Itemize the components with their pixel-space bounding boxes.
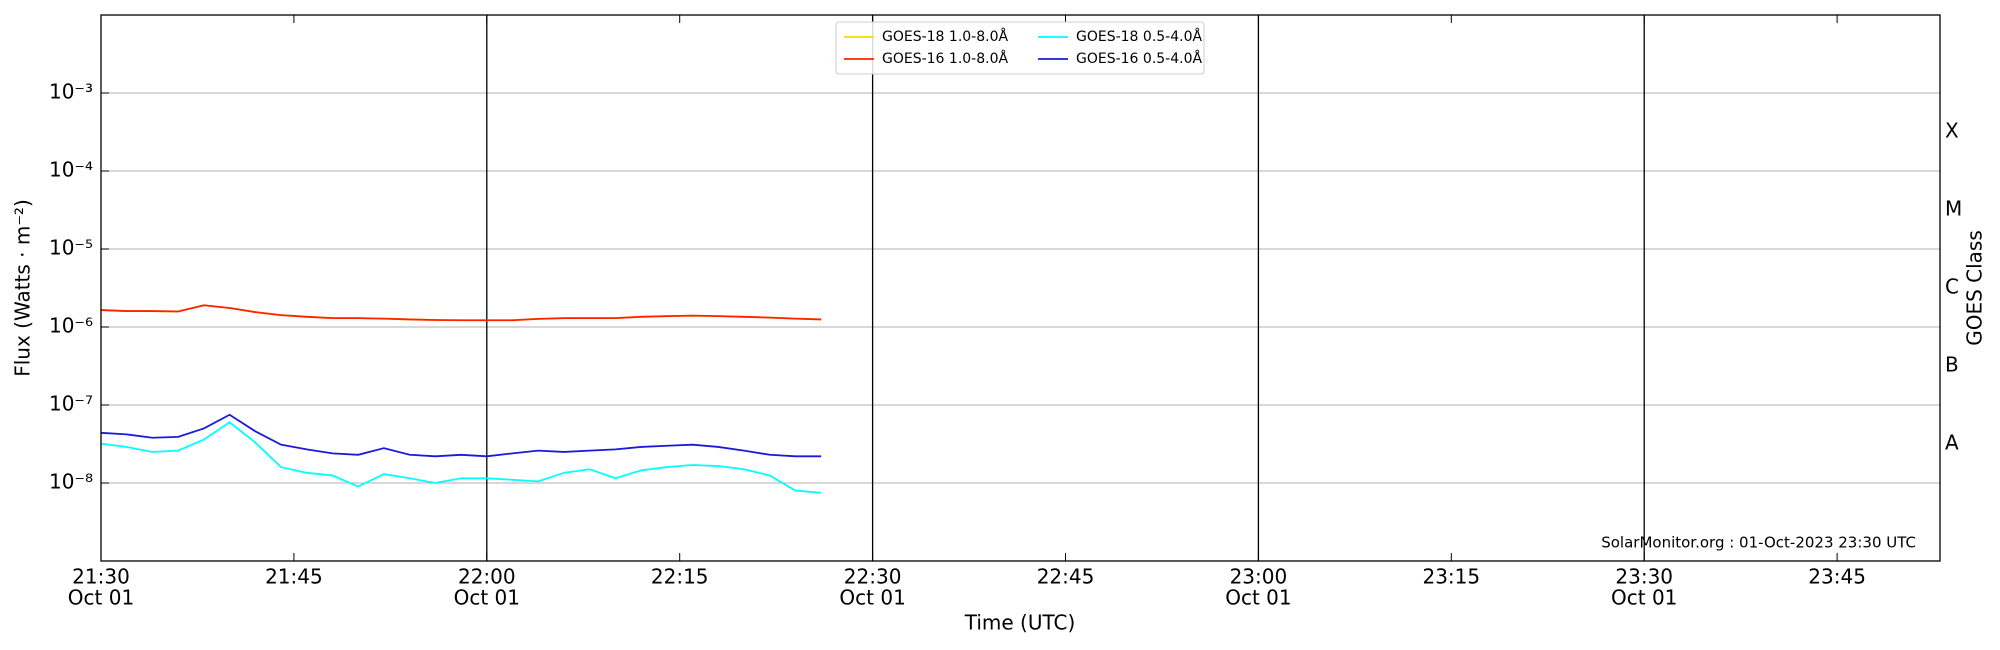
legend-label: GOES-18 0.5-4.0Å [1076,28,1202,45]
x-tick-label: Oct 01 [1611,586,1677,610]
x-tick-label: 21:45 [265,565,323,589]
y2-tick-label: M [1945,197,1962,221]
x-axis-label: Time (UTC) [964,611,1076,635]
x-tick-label: Oct 01 [454,586,520,610]
y2-tick-label: B [1945,353,1959,377]
y2-tick-label: C [1945,275,1959,299]
y2-tick-label: X [1945,119,1959,143]
x-tick-label: 22:00 [458,565,516,589]
legend-label: GOES-16 1.0-8.0Å [882,50,1008,67]
x-tick-label: 23:00 [1230,565,1288,589]
x-tick-label: 23:15 [1422,565,1480,589]
legend-label: GOES-16 0.5-4.0Å [1076,50,1202,67]
legend-box [835,21,1205,75]
x-tick-label: 23:45 [1808,565,1866,589]
x-tick-label: Oct 01 [1225,586,1291,610]
x-tick-label: 21:30 [72,565,130,589]
y-tick-label: 10⁻⁵ [49,236,93,260]
legend-label: GOES-18 1.0-8.0Å [882,28,1008,45]
series-line [100,304,822,322]
x-tick-label: Oct 01 [839,586,905,610]
x-tick-label: 22:15 [651,565,709,589]
series-line [100,421,822,494]
plot-frame [100,14,1941,562]
series-line [100,413,822,458]
y2-tick-label: A [1945,431,1959,455]
annotation: SolarMonitor.org : 01-Oct-2023 23:30 UTC [1601,534,1916,552]
x-tick-label: 22:30 [844,565,902,589]
x-tick-label: 22:45 [1037,565,1095,589]
y-tick-label: 10⁻⁸ [49,470,93,494]
series-line [100,304,822,322]
y-axis-label: Flux (Watts · m⁻²) [11,199,35,377]
y-tick-label: 10⁻⁶ [49,314,93,338]
y-tick-label: 10⁻⁴ [49,158,93,182]
legend: GOES-18 1.0-8.0Å GOES-16 1.0-8.0Å GOES-18 … [835,21,1205,75]
x-tick-label: 23:30 [1615,565,1673,589]
y-tick-label: 10⁻⁷ [49,392,93,416]
y2-axis-label: GOES Class [1963,230,1987,346]
x-tick-label: Oct 01 [68,586,134,610]
y-tick-label: 10⁻³ [49,80,93,104]
